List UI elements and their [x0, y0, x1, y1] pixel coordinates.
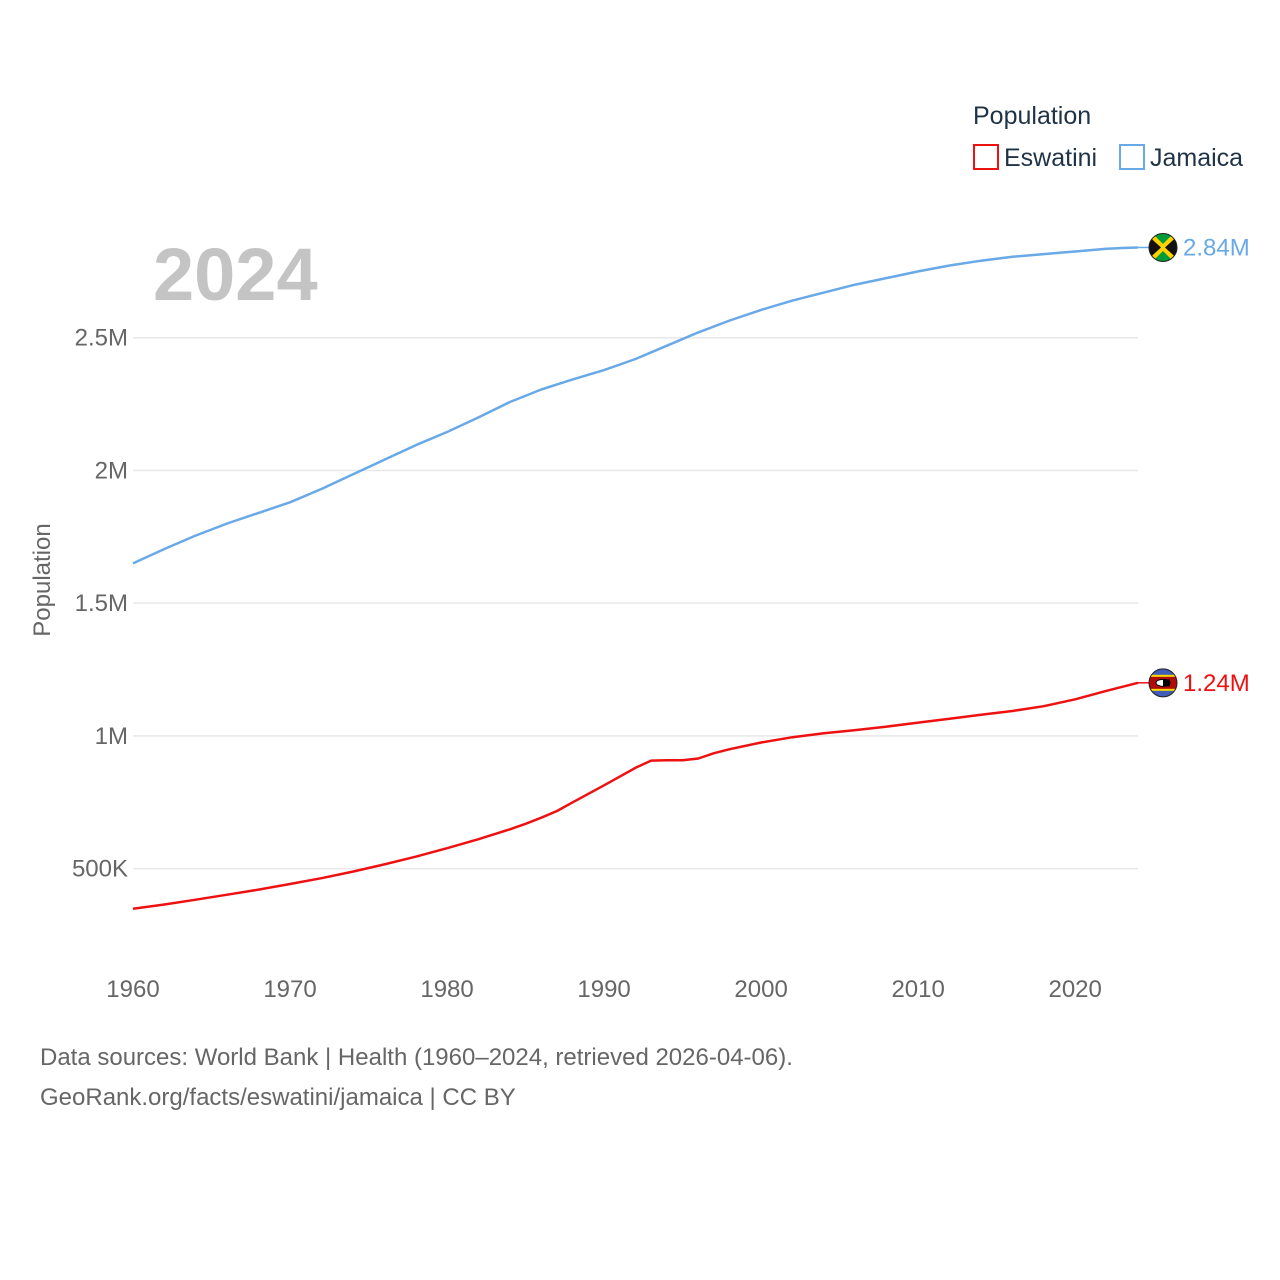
legend-item-eswatini[interactable]: Eswatini — [973, 144, 1097, 172]
legend-label-jamaica: Jamaica — [1150, 144, 1243, 172]
legend: Population Eswatini Jamaica — [973, 102, 1243, 172]
legend-item-jamaica[interactable]: Jamaica — [1119, 144, 1243, 172]
y-gridlines — [133, 336, 1138, 870]
series-line-jamaica[interactable] — [132, 246, 1139, 565]
end-label-eswatini: 1.24M — [1183, 670, 1250, 697]
series-end-markers: 1.24M 2.84M — [1138, 232, 1250, 698]
x-tick-label: 2020 — [1048, 976, 1101, 1003]
x-tick-label: 2010 — [891, 976, 944, 1003]
eswatini-flag-icon — [1148, 668, 1178, 698]
y-tick-label: 1.5M — [75, 590, 128, 617]
x-tick-label: 1960 — [106, 976, 159, 1003]
end-label-jamaica: 2.84M — [1183, 234, 1250, 261]
series-lines — [132, 246, 1139, 910]
y-axis-title: Population — [29, 523, 56, 636]
series-line-eswatini[interactable] — [132, 681, 1139, 910]
legend-swatch-eswatini — [973, 144, 999, 170]
legend-title: Population — [973, 102, 1091, 130]
y-tick-label: 500K — [72, 856, 128, 883]
x-tick-label: 2000 — [734, 976, 787, 1003]
x-tick-label: 1980 — [420, 976, 473, 1003]
legend-swatch-jamaica — [1119, 144, 1145, 170]
x-tick-label: 1970 — [263, 976, 316, 1003]
legend-label-eswatini: Eswatini — [1004, 144, 1097, 172]
data-sources-note: Data sources: World Bank | Health (1960–… — [40, 1044, 793, 1071]
y-tick-label: 1M — [95, 723, 128, 750]
jamaica-flag-icon — [1148, 232, 1178, 262]
x-axis-ticks: 1960 1970 1980 1990 2000 2010 2020 — [106, 976, 1102, 1003]
highlight-year: 2024 — [153, 233, 318, 316]
y-axis-ticks: 500K 1M 1.5M 2M 2.5M — [72, 325, 128, 883]
y-tick-label: 2.5M — [75, 325, 128, 352]
y-tick-label: 2M — [95, 457, 128, 484]
x-tick-label: 1990 — [577, 976, 630, 1003]
attribution-link[interactable]: GeoRank.org/facts/eswatini/jamaica | CC … — [40, 1084, 516, 1111]
